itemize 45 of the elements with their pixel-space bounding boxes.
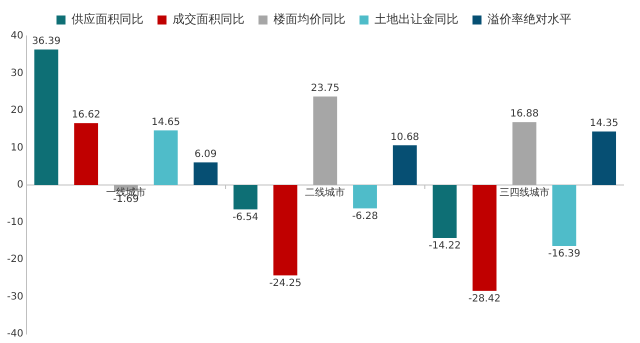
data-label: 16.62 <box>72 110 100 121</box>
data-label: 14.35 <box>590 118 618 130</box>
data-label: -6.28 <box>352 210 378 222</box>
data-label: -14.22 <box>428 240 461 252</box>
bar <box>512 122 536 185</box>
data-label: 10.68 <box>390 132 420 143</box>
y-tick-label: 10 <box>10 142 24 154</box>
data-label: -16.39 <box>548 248 580 260</box>
legend-label: 溢价率绝对水平 <box>488 12 572 26</box>
y-tick-label: 40 <box>10 30 24 42</box>
bar <box>273 185 298 276</box>
bar <box>472 185 496 291</box>
data-label: 36.39 <box>32 36 61 48</box>
data-label: 6.09 <box>194 148 217 160</box>
bar <box>353 185 377 208</box>
bar <box>34 49 58 185</box>
y-tick-label: 0 <box>16 180 24 191</box>
x-tick-label: 三四线城市 <box>499 186 550 199</box>
legend-label: 成交面积同比 <box>172 12 244 26</box>
bar <box>234 185 258 210</box>
data-label: -28.42 <box>468 293 501 304</box>
data-label: 16.88 <box>510 108 539 120</box>
bar <box>194 162 218 185</box>
bar <box>74 123 98 185</box>
bar <box>592 132 616 185</box>
y-tick-label: -10 <box>6 216 24 228</box>
bar <box>432 185 457 238</box>
data-label: 23.75 <box>310 83 340 94</box>
y-tick-label: -40 <box>6 328 24 340</box>
y-tick-label: -20 <box>6 254 24 266</box>
bar <box>392 145 417 185</box>
bar <box>313 96 338 185</box>
data-label: -24.25 <box>269 278 302 289</box>
bar <box>154 130 178 185</box>
legend-label: 土地出让金同比 <box>374 12 458 26</box>
data-label: -1.69 <box>113 194 139 205</box>
y-tick-label: -30 <box>6 291 24 302</box>
y-tick-label: 30 <box>10 68 24 79</box>
data-label: 14.65 <box>151 117 180 128</box>
x-tick-label: 二线城市 <box>305 186 346 199</box>
y-tick-label: 20 <box>10 105 24 116</box>
bar <box>552 185 576 246</box>
data-label: -6.54 <box>232 212 258 223</box>
legend-label: 供应面积同比 <box>72 12 144 26</box>
legend-label: 楼面均价同比 <box>274 12 346 26</box>
